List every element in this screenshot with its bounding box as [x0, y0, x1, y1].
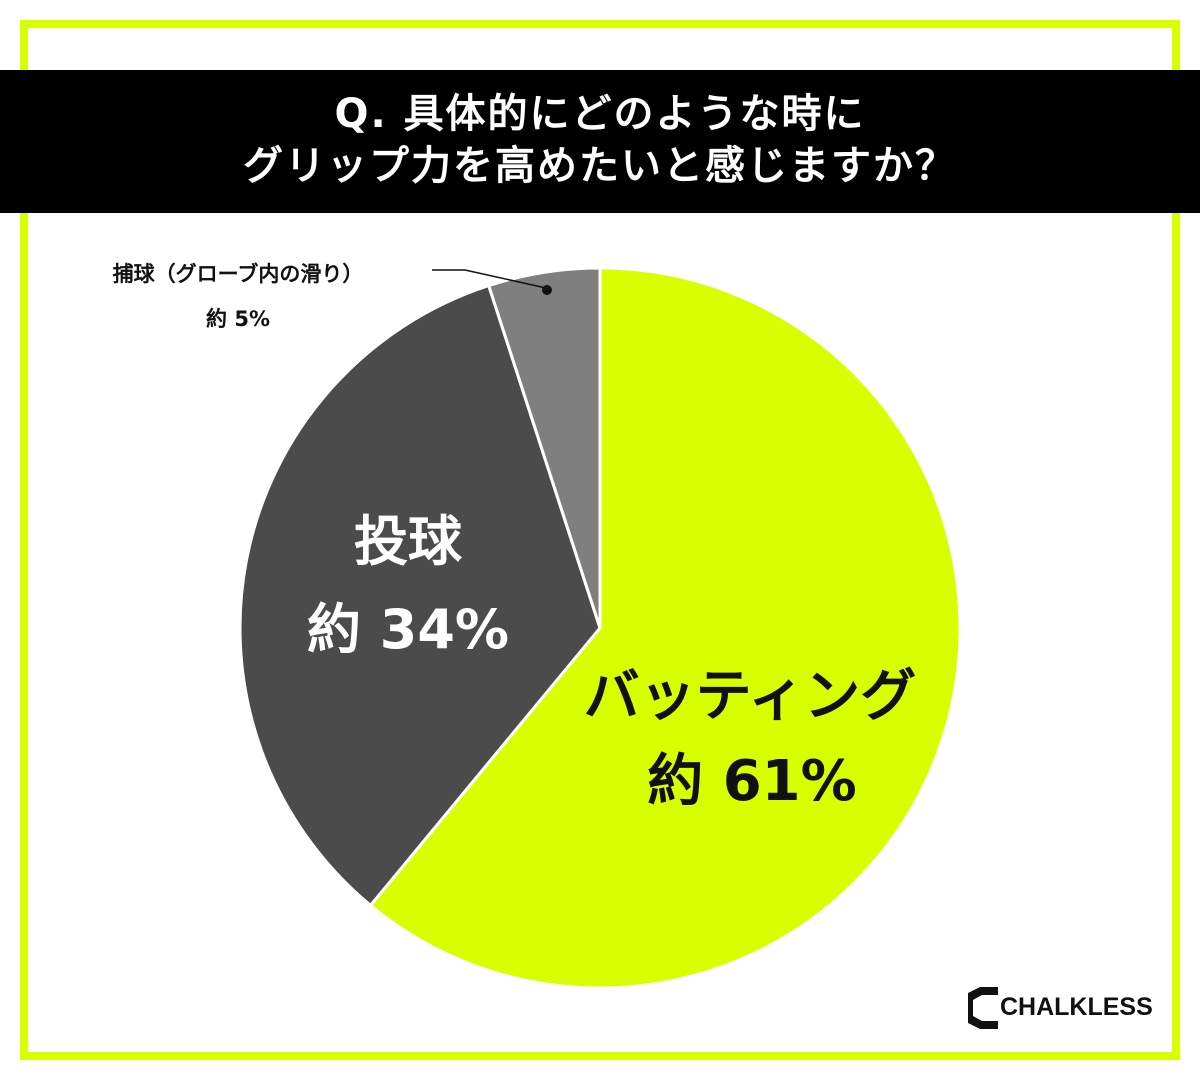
pitching-label: 投球	[354, 510, 463, 573]
chalkless-c-icon	[968, 987, 998, 1029]
catching-label: 捕球（グローブ内の滑り）	[113, 262, 364, 286]
pie-slice-catching	[487, 266, 602, 630]
pie-slice-batting	[369, 266, 962, 990]
title-line-2: グリップ力を高めたいと感じますか？	[243, 143, 957, 189]
catching-leader-line-diagonal	[464, 269, 547, 289]
title-line-1: Q. 具体的にどのような時に	[334, 91, 866, 137]
batting-value: 約 61%	[647, 749, 857, 814]
chalkless-logo: CHALKLESS	[960, 985, 1153, 1031]
catching-leader-dot	[542, 285, 552, 295]
pie-slices	[238, 266, 962, 990]
pitching-value: 約 34%	[307, 598, 509, 661]
pie-slice-pitching	[238, 284, 602, 907]
catching-value: 約 5%	[206, 307, 270, 331]
title-band: Q. 具体的にどのような時に グリップ力を高めたいと感じますか？	[0, 70, 1200, 213]
chalkless-logo-text: CHALKLESS	[1000, 993, 1153, 1021]
batting-label: バッティング	[584, 664, 917, 729]
